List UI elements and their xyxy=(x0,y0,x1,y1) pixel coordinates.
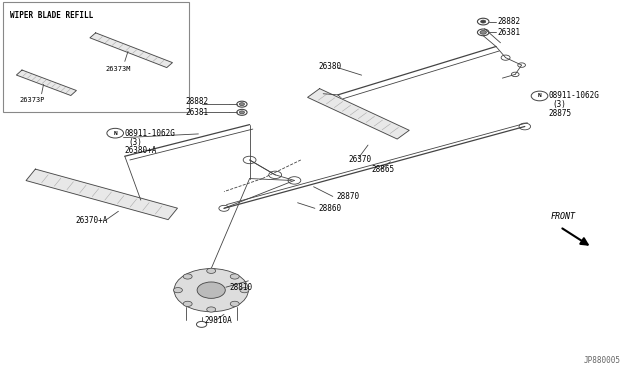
Circle shape xyxy=(174,269,248,312)
Text: 29810A: 29810A xyxy=(205,316,232,325)
Text: 28882: 28882 xyxy=(497,17,520,26)
Circle shape xyxy=(480,31,486,34)
Circle shape xyxy=(183,301,192,307)
Text: 28865: 28865 xyxy=(371,165,394,174)
Circle shape xyxy=(481,20,486,23)
Text: 28870: 28870 xyxy=(336,192,359,201)
Circle shape xyxy=(183,274,192,279)
Text: 28810: 28810 xyxy=(229,283,252,292)
Text: 08911-1062G: 08911-1062G xyxy=(125,129,175,138)
Text: JP880005: JP880005 xyxy=(584,356,621,365)
Text: 26380: 26380 xyxy=(319,62,342,71)
Text: 26380+A: 26380+A xyxy=(125,146,157,155)
Text: (3): (3) xyxy=(128,138,142,147)
Polygon shape xyxy=(26,169,177,219)
Text: N: N xyxy=(113,131,117,136)
Polygon shape xyxy=(17,70,76,96)
Text: 26373M: 26373M xyxy=(106,66,131,72)
Circle shape xyxy=(240,288,249,293)
Text: 26373P: 26373P xyxy=(19,97,45,103)
Text: N: N xyxy=(538,93,541,99)
Circle shape xyxy=(230,274,239,279)
Text: 26381: 26381 xyxy=(186,108,209,117)
Text: FRONT: FRONT xyxy=(550,212,575,221)
Text: 26370+A: 26370+A xyxy=(76,216,108,225)
Text: 08911-1062G: 08911-1062G xyxy=(548,92,599,100)
Circle shape xyxy=(207,307,216,312)
Bar xyxy=(3,2,189,112)
Text: 26381: 26381 xyxy=(497,28,520,37)
Text: 28882: 28882 xyxy=(186,97,209,106)
Circle shape xyxy=(230,301,239,307)
Circle shape xyxy=(239,111,244,114)
Circle shape xyxy=(239,103,244,106)
Text: 28860: 28860 xyxy=(319,204,342,213)
Circle shape xyxy=(197,282,225,298)
Polygon shape xyxy=(90,33,172,68)
Text: WIPER BLADE REFILL: WIPER BLADE REFILL xyxy=(10,11,93,20)
Circle shape xyxy=(207,268,216,273)
Text: (3): (3) xyxy=(552,100,566,109)
Text: 28875: 28875 xyxy=(548,109,572,118)
Polygon shape xyxy=(308,89,409,139)
Text: 26370: 26370 xyxy=(349,155,372,164)
Circle shape xyxy=(173,288,182,293)
